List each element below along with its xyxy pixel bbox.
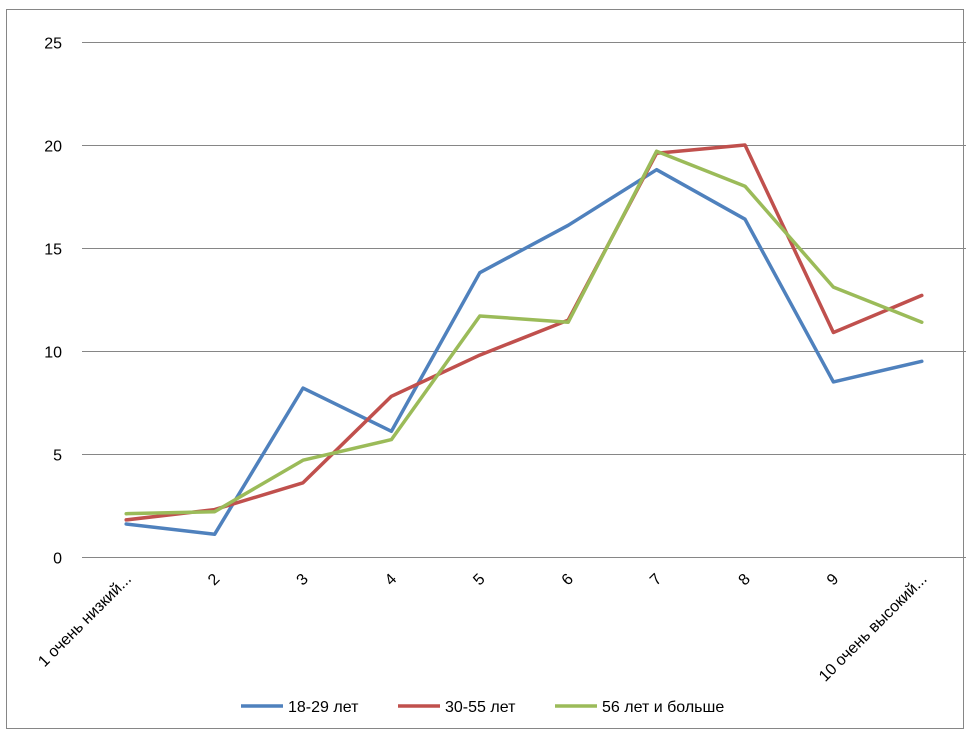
x-tick-label: 5 [470, 571, 488, 589]
x-tick-label: 10 очень высокий... [816, 571, 931, 686]
x-tick-label: 2 [205, 571, 223, 589]
series-line-1 [124, 167, 924, 537]
y-tick-label: 25 [44, 36, 62, 53]
series-lines [124, 143, 924, 537]
y-tick-label: 20 [44, 139, 62, 156]
y-tick-label: 10 [44, 345, 62, 362]
legend: 18-29 лет 30-55 лет 56 лет и больше [241, 699, 724, 716]
y-tick-label: 15 [44, 242, 62, 259]
x-axis-tick-labels: 1 очень низкий... 2 3 4 5 6 7 8 910 очень высоки… [35, 571, 930, 686]
y-axis-tick-labels: 0 5 10 15 20 25 [44, 36, 62, 568]
legend-label: 56 лет и больше [602, 699, 724, 716]
y-tick-label: 5 [53, 448, 62, 465]
x-tick-label: 6 [559, 571, 577, 589]
legend-label: 18-29 лет [288, 699, 359, 716]
chart-frame [6, 9, 964, 729]
gridlines [82, 42, 966, 558]
y-tick-label: 0 [53, 551, 62, 568]
series-line-2 [124, 143, 924, 522]
x-tick-label: 9 [824, 571, 842, 589]
x-tick-label: 1 очень низкий... [35, 571, 135, 671]
legend-label: 30-55 лет [445, 699, 516, 716]
series-line-3 [124, 149, 924, 516]
x-tick-label: 4 [382, 571, 400, 589]
x-tick-label: 7 [647, 571, 665, 589]
x-tick-label: 3 [294, 571, 312, 589]
x-tick-label: 8 [736, 571, 754, 589]
